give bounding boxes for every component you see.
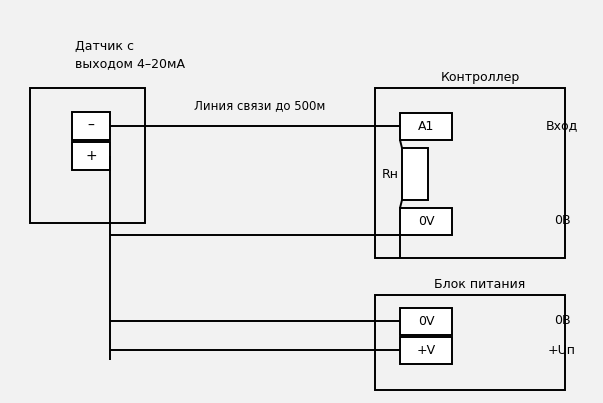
Text: Вход: Вход xyxy=(546,120,578,133)
Bar xyxy=(400,113,452,140)
Text: +: + xyxy=(85,149,97,163)
Bar xyxy=(400,308,452,335)
Text: 0В: 0В xyxy=(554,314,570,328)
Text: +V: +V xyxy=(417,344,435,357)
Text: Датчик с
выходом 4–20мА: Датчик с выходом 4–20мА xyxy=(75,40,185,70)
Text: –: – xyxy=(87,119,95,133)
Text: Линия связи до 500м: Линия связи до 500м xyxy=(194,100,326,112)
Text: 0V: 0V xyxy=(418,315,434,328)
Bar xyxy=(72,112,110,140)
Bar xyxy=(400,337,452,364)
Bar xyxy=(375,88,565,258)
Bar xyxy=(402,148,428,200)
Text: 0V: 0V xyxy=(418,215,434,228)
Text: 0В: 0В xyxy=(554,214,570,228)
Text: Контроллер: Контроллер xyxy=(440,71,520,85)
Text: +Uп: +Uп xyxy=(548,343,576,357)
Text: Блок питания: Блок питания xyxy=(434,278,526,291)
Bar xyxy=(375,295,565,390)
Text: A1: A1 xyxy=(418,120,434,133)
Bar xyxy=(400,208,452,235)
Bar xyxy=(30,88,145,223)
Text: Rн: Rн xyxy=(382,168,399,181)
Bar xyxy=(72,142,110,170)
